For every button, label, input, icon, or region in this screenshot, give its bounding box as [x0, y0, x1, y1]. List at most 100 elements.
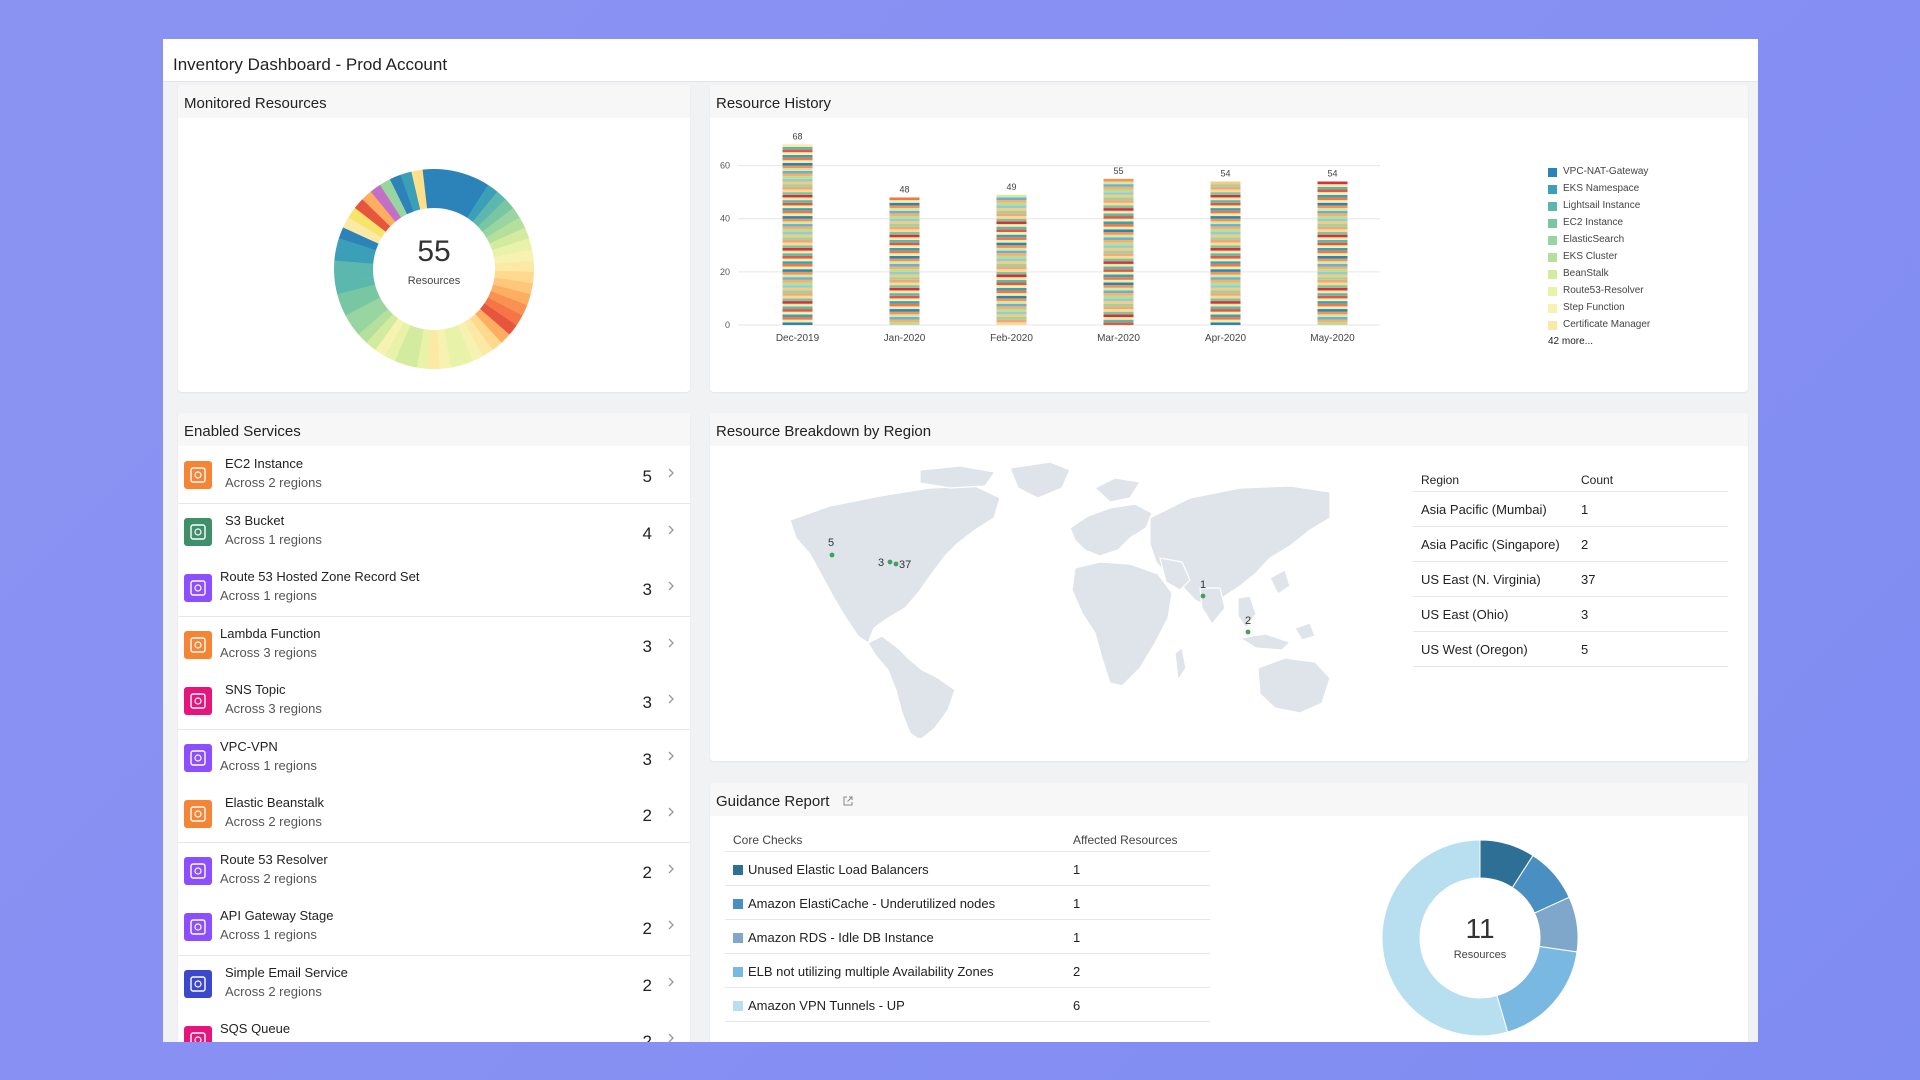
- bar-segment[interactable]: [782, 277, 813, 280]
- marker-virginia[interactable]: [893, 561, 899, 567]
- service-row[interactable]: Route 53 Hosted Zone Record Set Across 1 …: [178, 560, 690, 617]
- bar-segment[interactable]: [1210, 317, 1241, 320]
- donut-slice[interactable]: [427, 329, 440, 369]
- legend-item[interactable]: EKS Cluster: [1548, 250, 1617, 267]
- bar-segment[interactable]: [1317, 197, 1348, 201]
- bar-segment[interactable]: [996, 232, 1027, 235]
- bar-segment[interactable]: [996, 242, 1027, 246]
- bar-segment[interactable]: [1103, 263, 1134, 267]
- bar-segment[interactable]: [996, 263, 1027, 267]
- bar-segment[interactable]: [782, 200, 813, 203]
- chevron-right-icon[interactable]: [664, 918, 678, 932]
- bar-segment[interactable]: [1103, 282, 1134, 286]
- donut-slice[interactable]: [484, 297, 523, 326]
- bar-segment[interactable]: [889, 314, 920, 318]
- bar-segment[interactable]: [782, 202, 813, 206]
- bar-segment[interactable]: [1210, 245, 1241, 248]
- bar-segment[interactable]: [889, 295, 920, 299]
- donut-slice[interactable]: [494, 260, 534, 273]
- bar-segment[interactable]: [996, 258, 1027, 262]
- bar-segment[interactable]: [1210, 306, 1241, 310]
- donut-slice[interactable]: [493, 249, 534, 265]
- donut-slice[interactable]: [434, 169, 446, 209]
- bar-segment[interactable]: [782, 197, 813, 201]
- bar-segment[interactable]: [889, 208, 920, 211]
- donut-slice[interactable]: [345, 297, 384, 326]
- bar-segment[interactable]: [782, 245, 813, 248]
- bar-segment[interactable]: [1210, 224, 1241, 227]
- bar-segment[interactable]: [996, 194, 1027, 198]
- bar-segment[interactable]: [1210, 232, 1241, 235]
- bar-stack[interactable]: [889, 197, 920, 325]
- bar-segment[interactable]: [1210, 181, 1241, 185]
- donut-slice[interactable]: [479, 303, 517, 335]
- bar-segment[interactable]: [889, 309, 920, 312]
- guidance-row[interactable]: Unused Elastic Load Balancers 1: [725, 852, 1210, 886]
- donut-slice[interactable]: [334, 270, 374, 284]
- bar-segment[interactable]: [889, 287, 920, 291]
- bar-segment[interactable]: [1103, 192, 1134, 195]
- donut-slice[interactable]: [457, 322, 484, 362]
- bar-segment[interactable]: [996, 293, 1027, 296]
- donut-slice[interactable]: [411, 169, 428, 210]
- bar-segment[interactable]: [1103, 274, 1134, 278]
- bar-segment[interactable]: [1103, 271, 1134, 275]
- bar-segment[interactable]: [889, 253, 920, 256]
- bar-segment[interactable]: [1103, 255, 1134, 259]
- bar-segment[interactable]: [889, 319, 920, 323]
- bar-segment[interactable]: [1210, 301, 1241, 304]
- bar-segment[interactable]: [1210, 287, 1241, 291]
- bar-segment[interactable]: [782, 266, 813, 270]
- bar-segment[interactable]: [782, 261, 813, 264]
- bar-segment[interactable]: [1210, 210, 1241, 214]
- bar-segment[interactable]: [996, 239, 1027, 243]
- bar-segment[interactable]: [1210, 266, 1241, 270]
- bar-segment[interactable]: [782, 210, 813, 214]
- bar-segment[interactable]: [1103, 258, 1134, 262]
- bar-segment[interactable]: [1210, 263, 1241, 267]
- service-row[interactable]: S3 Bucket Across 1 regions 4: [178, 503, 690, 561]
- bar-segment[interactable]: [1103, 186, 1134, 190]
- donut-slice[interactable]: [487, 291, 528, 317]
- donut-slice[interactable]: [348, 207, 386, 238]
- legend-item[interactable]: EC2 Instance: [1548, 216, 1623, 233]
- donut-slice[interactable]: [477, 199, 514, 232]
- bar-segment[interactable]: [1210, 290, 1241, 294]
- donut-slice[interactable]: [454, 174, 479, 215]
- bar-segment[interactable]: [1103, 277, 1134, 280]
- bar-segment[interactable]: [889, 266, 920, 270]
- bar-segment[interactable]: [782, 157, 813, 161]
- bar-segment[interactable]: [996, 298, 1027, 302]
- bar-segment[interactable]: [782, 224, 813, 227]
- bar-segment[interactable]: [889, 210, 920, 214]
- bar-segment[interactable]: [1210, 234, 1241, 238]
- bar-segment[interactable]: [1210, 194, 1241, 198]
- bar-segment[interactable]: [1103, 266, 1134, 270]
- bar-segment[interactable]: [1103, 303, 1134, 307]
- bar-segment[interactable]: [1103, 309, 1134, 312]
- bar-segment[interactable]: [889, 301, 920, 304]
- bar-segment[interactable]: [1210, 285, 1241, 288]
- bar-segment[interactable]: [782, 229, 813, 232]
- donut-slice[interactable]: [337, 284, 378, 306]
- legend-item[interactable]: VPC-NAT-Gateway: [1548, 165, 1648, 182]
- bar-segment[interactable]: [1103, 301, 1134, 304]
- bar-segment[interactable]: [1317, 189, 1348, 193]
- bar-segment[interactable]: [1317, 258, 1348, 262]
- bar-segment[interactable]: [889, 247, 920, 251]
- bar-segment[interactable]: [1317, 293, 1348, 296]
- bar-segment[interactable]: [1210, 197, 1241, 201]
- bar-segment[interactable]: [1103, 319, 1134, 323]
- donut-slice[interactable]: [475, 308, 510, 343]
- service-row[interactable]: SNS Topic Across 3 regions 3: [178, 673, 690, 730]
- donut-slice[interactable]: [469, 313, 502, 351]
- bar-segment[interactable]: [1317, 181, 1348, 185]
- bar-segment[interactable]: [782, 154, 813, 158]
- chevron-right-icon[interactable]: [664, 749, 678, 763]
- bar-segment[interactable]: [996, 224, 1027, 227]
- bar-segment[interactable]: [782, 146, 813, 150]
- bar-segment[interactable]: [1317, 210, 1348, 214]
- bar-segment[interactable]: [889, 202, 920, 206]
- bar-segment[interactable]: [996, 301, 1027, 304]
- bar-segment[interactable]: [1317, 208, 1348, 211]
